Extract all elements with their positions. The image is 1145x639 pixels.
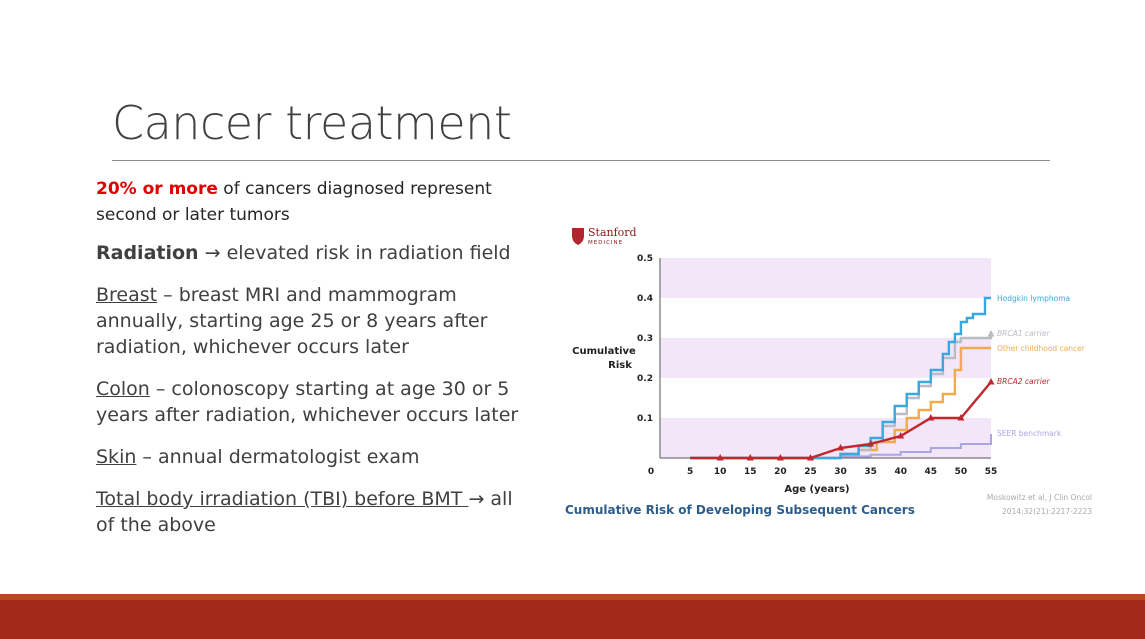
x-tick-label: 50 <box>955 467 968 477</box>
right-arrow-icon: → <box>468 488 485 510</box>
grid-band <box>660 258 991 298</box>
shield-icon <box>572 228 584 245</box>
y-tick-label: 0.2 <box>637 374 653 384</box>
colon-label: Colon <box>96 378 150 400</box>
series-legend-label: BRCA2 carrier <box>997 377 1050 386</box>
footer-band <box>0 600 1145 639</box>
data-point <box>806 454 814 461</box>
y-tick-label: 0.5 <box>637 254 653 264</box>
tbi-label: Total body irradiation (TBI) before BMT <box>96 488 469 510</box>
y-axis-label-line1: Cumulative <box>572 346 636 357</box>
radiation-text: elevated risk in radiation field <box>220 242 511 264</box>
data-point <box>897 432 905 439</box>
right-arrow-icon: → <box>204 242 221 264</box>
data-point <box>867 440 875 447</box>
data-point <box>927 414 935 421</box>
chart-title: Cumulative Risk of Developing Subsequent… <box>565 503 915 517</box>
skin-label: Skin <box>96 446 137 468</box>
x-tick-label: 5 <box>687 467 693 477</box>
bullet-tbi: Total body irradiation (TBI) before BMT … <box>96 486 536 538</box>
logo-sub: MEDICINE <box>588 240 623 246</box>
bullet-list: 20% or more of cancers diagnosed represe… <box>96 176 536 554</box>
x-tick-label: 0 <box>648 467 654 477</box>
bullet-colon: Colon – colonoscopy starting at age 30 o… <box>96 376 536 428</box>
intro-paragraph: 20% or more of cancers diagnosed represe… <box>96 176 536 228</box>
x-tick-label: 20 <box>774 467 787 477</box>
x-tick-label: 45 <box>925 467 938 477</box>
risk-chart: Stanford MEDICINE 0 5 10 15 20 25 30 35 40 45 50 55… <box>565 226 1092 517</box>
x-tick-label: 25 <box>804 467 817 477</box>
logo-name: Stanford <box>588 226 637 239</box>
data-point <box>957 414 965 421</box>
x-tick-label: 35 <box>864 467 877 477</box>
y-tick-label: 0.1 <box>637 414 653 424</box>
x-tick-label: 15 <box>744 467 757 477</box>
series-legend-label: BRCA1 carrier <box>997 329 1050 338</box>
footer-accent-stripe <box>0 594 1145 600</box>
intro-highlight: 20% or more <box>96 179 218 199</box>
y-axis-label-line2: Risk <box>608 360 632 371</box>
data-point <box>987 378 995 385</box>
stanford-logo: Stanford MEDICINE <box>572 226 637 246</box>
data-point <box>987 330 995 337</box>
breast-text: – breast MRI and mammogram annually, sta… <box>96 284 488 358</box>
tbi-text: all of the above <box>96 488 513 536</box>
y-tick-label: 0.3 <box>637 334 653 344</box>
y-tick-label: 0.4 <box>637 294 653 304</box>
x-tick-label: 55 <box>985 467 998 477</box>
data-point <box>837 444 845 451</box>
chart-figure: Stanford MEDICINE 0 5 10 15 20 25 30 35 40 45 50 55… <box>560 222 1100 522</box>
grid-band <box>660 418 991 458</box>
x-tick-label: 30 <box>834 467 847 477</box>
skin-text: – annual dermatologist exam <box>136 446 420 468</box>
data-point <box>776 454 784 461</box>
bullet-radiation: Radiation → elevated risk in radiation f… <box>96 240 536 266</box>
x-axis-label: Age (years) <box>784 484 849 495</box>
data-point <box>746 454 754 461</box>
grid-band <box>660 338 991 378</box>
x-tick-label: 10 <box>714 467 727 477</box>
citation-line1: Moskowitz et al, J Clin Oncol <box>987 493 1092 502</box>
series-legend-label: Hodgkin lymphoma <box>997 294 1070 303</box>
x-tick-label: 40 <box>894 467 907 477</box>
radiation-label: Radiation <box>96 242 199 264</box>
citation-line2: 2014;32(21):2217-2223 <box>1002 507 1092 516</box>
data-point <box>716 454 724 461</box>
title-divider <box>112 160 1050 161</box>
slide-title: Cancer treatment <box>112 96 512 150</box>
series-legend-label: Other childhood cancer <box>997 344 1086 353</box>
bullet-skin: Skin – annual dermatologist exam <box>96 444 536 470</box>
series-legend-label: SEER benchmark <box>997 429 1062 438</box>
colon-text: – colonoscopy starting at age 30 or 5 ye… <box>96 378 519 426</box>
bullet-breast: Breast – breast MRI and mammogram annual… <box>96 282 536 360</box>
intro-text: of cancers diagnosed represent second or… <box>96 179 492 225</box>
breast-label: Breast <box>96 284 158 306</box>
